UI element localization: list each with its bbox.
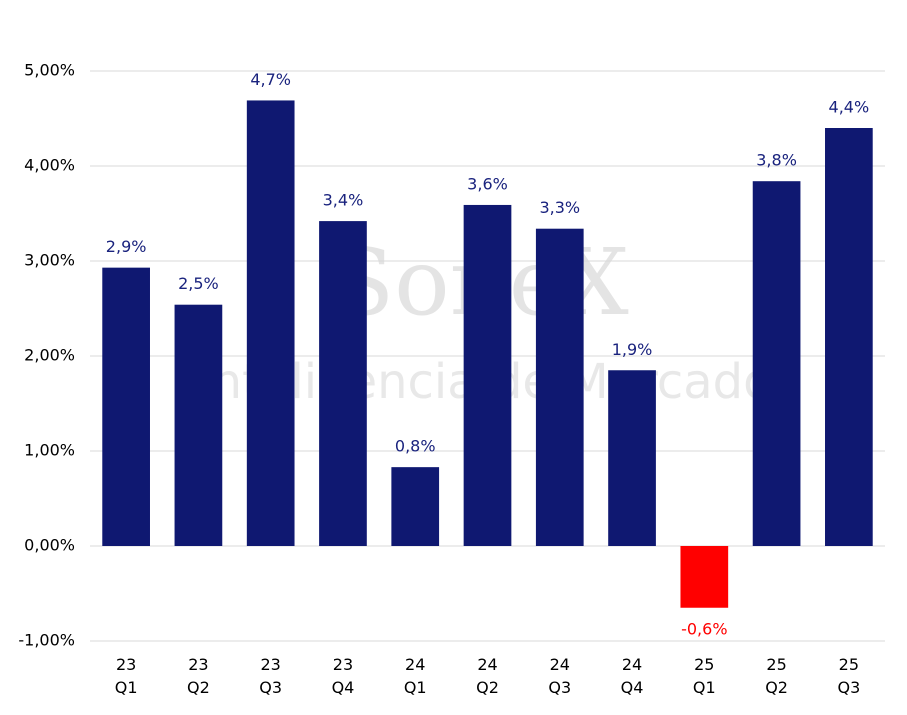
data-label: 4,7% bbox=[250, 70, 291, 89]
x-tick-label-line: Q2 bbox=[187, 678, 210, 697]
data-label: -0,6% bbox=[681, 619, 727, 638]
y-tick-label: 3,00% bbox=[24, 251, 75, 270]
y-tick-label: 5,00% bbox=[24, 61, 75, 80]
bar bbox=[174, 304, 223, 546]
bar bbox=[825, 128, 873, 546]
y-tick-label: 1,00% bbox=[24, 441, 75, 460]
bar bbox=[608, 370, 656, 546]
bar bbox=[319, 221, 367, 546]
x-tick-label-line: 25 bbox=[694, 655, 714, 674]
y-tick-label: 4,00% bbox=[24, 156, 75, 175]
x-tick-label-line: 24 bbox=[622, 655, 642, 674]
x-tick-label: 25 Q2 bbox=[765, 655, 788, 697]
bar bbox=[102, 267, 150, 546]
data-label: 1,9% bbox=[612, 340, 653, 359]
x-tick-label-line: 23 bbox=[333, 655, 353, 674]
x-tick-label-line: 23 bbox=[116, 655, 136, 674]
data-label: 3,8% bbox=[756, 151, 797, 170]
x-tick-label-line: 24 bbox=[477, 655, 497, 674]
x-tick-label-line: Q1 bbox=[693, 678, 716, 697]
x-tick-label: 23 Q1 bbox=[115, 655, 138, 697]
bar bbox=[463, 204, 512, 546]
x-tick-label: 25 Q1 bbox=[693, 655, 716, 697]
data-label: 2,9% bbox=[106, 237, 147, 256]
x-tick-label: 24 Q3 bbox=[548, 655, 571, 697]
bar bbox=[752, 181, 801, 546]
data-label: 3,3% bbox=[539, 198, 580, 217]
x-tick-label-line: 24 bbox=[405, 655, 425, 674]
x-tick-label-line: 25 bbox=[839, 655, 859, 674]
x-tick-label: 23 Q2 bbox=[187, 655, 210, 697]
x-tick-label-line: Q3 bbox=[548, 678, 571, 697]
x-tick-label-line: 24 bbox=[550, 655, 570, 674]
x-tick-label-line: 23 bbox=[261, 655, 281, 674]
x-tick-label-line: 25 bbox=[766, 655, 786, 674]
data-label: 0,8% bbox=[395, 437, 436, 456]
bar bbox=[391, 467, 440, 546]
data-label: 4,4% bbox=[829, 98, 870, 117]
x-tick-label: 23 Q4 bbox=[332, 655, 355, 697]
x-tick-label-line: Q2 bbox=[765, 678, 788, 697]
x-tick-label: 25 Q3 bbox=[837, 655, 860, 697]
x-tick-label-line: Q1 bbox=[404, 678, 427, 697]
x-tick-label-line: Q1 bbox=[115, 678, 138, 697]
y-tick-label: -1,00% bbox=[18, 631, 75, 650]
data-label: 3,6% bbox=[467, 174, 508, 193]
y-tick-label: 0,00% bbox=[24, 536, 75, 555]
data-label: 3,4% bbox=[323, 191, 364, 210]
x-tick-label-line: Q4 bbox=[332, 678, 355, 697]
x-tick-label-line: Q3 bbox=[837, 678, 860, 697]
x-tick-label-line: 23 bbox=[188, 655, 208, 674]
data-label: 2,5% bbox=[178, 274, 219, 293]
x-tick-label: 23 Q3 bbox=[259, 655, 282, 697]
x-tick-label: 24 Q2 bbox=[476, 655, 499, 697]
x-tick-label: 24 Q1 bbox=[404, 655, 427, 697]
bar bbox=[535, 228, 584, 546]
x-tick-label: 24 Q4 bbox=[621, 655, 644, 697]
x-tick-label-line: Q4 bbox=[621, 678, 644, 697]
x-tick-label-line: Q3 bbox=[259, 678, 282, 697]
y-tick-label: 2,00% bbox=[24, 346, 75, 365]
x-tick-label-line: Q2 bbox=[476, 678, 499, 697]
bar bbox=[246, 100, 295, 546]
bar bbox=[680, 546, 729, 608]
